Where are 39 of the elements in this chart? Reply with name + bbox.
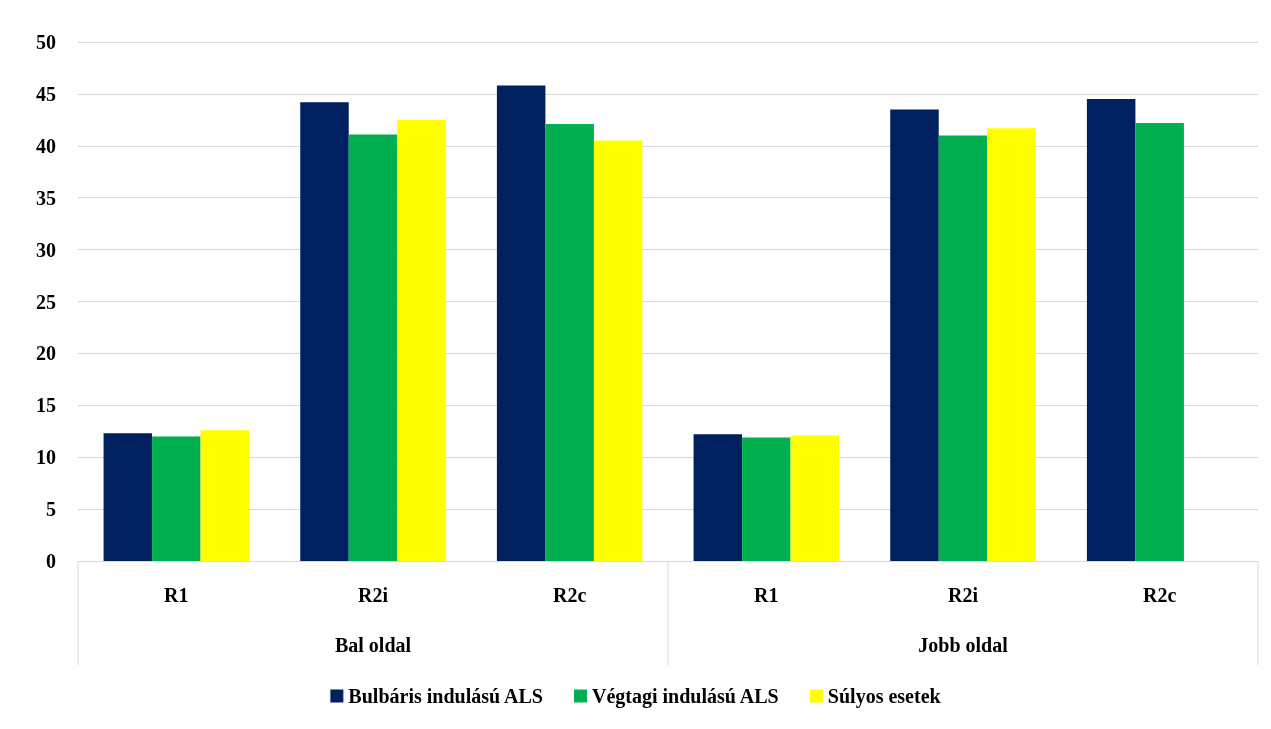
legend-label: Bulbáris indulású ALS <box>348 685 543 707</box>
bar <box>1135 122 1184 561</box>
bar <box>496 85 546 561</box>
legend-label: Súlyos esetek <box>827 685 942 708</box>
y-tick-label: 20 <box>36 342 56 365</box>
bar <box>348 134 398 561</box>
x-tick-label: R1 <box>754 584 779 606</box>
y-tick-label: 35 <box>36 186 56 209</box>
x-tick-label: R1 <box>164 584 189 606</box>
y-tick-label: 0 <box>46 550 56 572</box>
bar <box>200 430 250 561</box>
bar <box>693 434 743 561</box>
text: Jobb oldal <box>918 634 1009 656</box>
bar <box>742 437 791 561</box>
bar <box>1086 99 1136 561</box>
y-tick-label: 10 <box>36 446 56 469</box>
x-tick-label: R2c <box>1143 584 1177 606</box>
y-tick-label: 15 <box>36 394 56 417</box>
y-tick-label: 30 <box>36 238 56 261</box>
y-tick-label: 25 <box>36 290 56 313</box>
bar <box>152 436 201 561</box>
bar <box>593 140 643 561</box>
y-tick-label: 50 <box>36 31 56 53</box>
y-tick-label: 5 <box>46 498 56 521</box>
bar <box>397 119 446 561</box>
bar <box>545 124 594 561</box>
text: Bal oldal <box>334 634 412 656</box>
bar <box>790 435 840 561</box>
bar <box>890 109 939 561</box>
y-tick-label: 40 <box>36 134 56 157</box>
x-tick-label: R2i <box>358 584 389 606</box>
y-tick-label: 45 <box>36 82 56 105</box>
x-tick-label: R2i <box>948 584 979 606</box>
legend-label: Végtagi indulású ALS <box>592 685 779 708</box>
bar <box>103 433 153 561</box>
bar <box>938 135 988 561</box>
x-tick-label: R2c <box>553 584 587 606</box>
bar <box>300 102 349 561</box>
bar <box>987 128 1036 561</box>
